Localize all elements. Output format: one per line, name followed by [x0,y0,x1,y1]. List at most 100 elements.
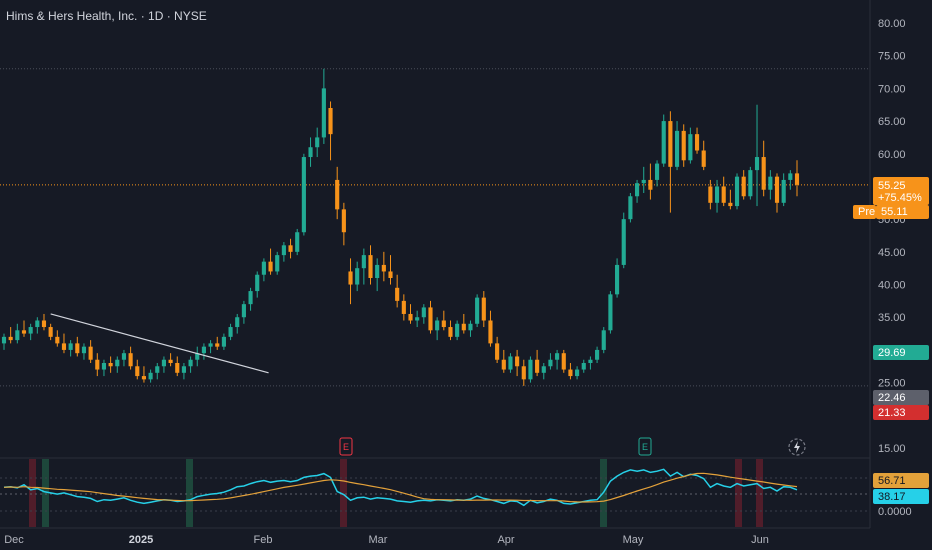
level-c-tag-bg [873,405,929,420]
trendline[interactable] [50,313,269,374]
candle-body [201,346,206,354]
candle-body [528,359,533,380]
candle-body [175,363,180,373]
earnings-marker[interactable]: E [638,437,652,456]
candle-body [81,346,87,354]
candle-body [301,157,306,233]
pre-label: Pre [858,206,875,218]
candle-body [28,327,33,334]
candle-body [561,353,566,370]
lightning-icon[interactable] [788,438,806,456]
price-axis[interactable]: 80.0075.0070.0065.0060.0055.0050.0045.00… [878,18,906,455]
price-tick-label: 75.00 [878,51,906,63]
candle-body [621,219,626,265]
earnings-marker-box[interactable] [638,437,652,456]
earnings-marker-label: E [642,442,648,452]
candle-body [115,359,120,367]
candle-body [68,343,73,350]
candle-body [48,327,53,337]
candle-body [768,176,773,190]
candle-body [241,304,246,318]
candle-body [255,274,260,292]
candle-body [348,271,353,285]
candle-body [595,349,600,360]
earnings-marker-box[interactable] [339,437,353,456]
level-b-tag-bg [873,390,929,405]
price-tick-label: 35.00 [878,312,906,324]
candle-body [121,353,127,360]
candle-body [188,359,193,367]
price-tick-label: 45.00 [878,247,906,259]
earnings-marker[interactable]: E [339,437,353,456]
candle-body [588,359,593,363]
level-c-tag: 21.33 [878,407,906,419]
candle-body [721,186,726,203]
candle-body [95,359,100,370]
chart-title: Hims & Hers Health, Inc. · 1D · NYSE [6,9,207,23]
rsi-signal-band [340,459,347,527]
candle-body [401,300,406,314]
candle-body [734,176,740,207]
candle-body [295,232,300,252]
price-tick-label: 15.00 [878,443,906,455]
candle-body [381,264,386,272]
candle-body [681,130,686,161]
candle-body [181,366,186,373]
candle-body [35,320,40,328]
candle-body [774,176,780,203]
candle-body [495,343,500,360]
trendline-segment[interactable] [50,313,269,374]
candle-body [41,320,47,328]
price-tick-label: 60.00 [878,149,906,161]
candle-body [501,359,506,370]
time-axis[interactable]: Dec 2025 Feb Mar Apr May Jun [4,534,769,546]
candle-body [108,363,113,367]
candle-body [615,264,620,295]
candle-body [455,323,460,337]
rsi-highlight-bands [29,459,763,527]
candle-body [268,261,273,272]
candle-body [668,121,673,167]
price-tick-label: 65.00 [878,116,906,128]
candle-body [674,130,680,167]
candle-body [748,170,753,197]
price-tick-label: 25.00 [878,378,906,390]
candle-body [141,376,147,380]
candle-body [535,359,540,373]
time-label: Dec [4,534,24,546]
time-label: Mar [369,534,388,546]
last-price-value: 55.25 [878,180,906,192]
candle-body [75,343,80,354]
candle-body [441,320,446,328]
candle-body [355,268,360,285]
candle-body [148,372,153,380]
rsi-b-tag-bg [873,489,929,504]
candle-body [661,121,666,164]
candle-body [541,366,546,373]
pre-price-bg [876,205,929,219]
candle-body [375,264,380,278]
candle-body [168,359,173,363]
time-label: 2025 [129,534,153,546]
rsi-a-tag-bg [873,473,929,488]
candle-body [421,307,426,318]
candles [1,68,800,386]
candle-body [335,179,340,210]
rsi-signal-band [756,459,763,527]
time-label: Apr [497,534,514,546]
price-tick-label: 40.00 [878,280,906,292]
candle-body [654,163,660,180]
candle-body [328,108,333,135]
price-tags: 55.25+75.45%Pre55.1129.6922.4621.33100.0… [853,177,929,518]
candle-body [415,317,420,321]
candle-body [481,297,486,321]
rsi-line [3,468,798,507]
change-percent: +75.45% [878,192,922,204]
candle-body [215,343,220,347]
candle-body [341,209,346,233]
candle-body [701,150,706,167]
rsi-pane [0,468,870,512]
candle-body [315,137,320,148]
